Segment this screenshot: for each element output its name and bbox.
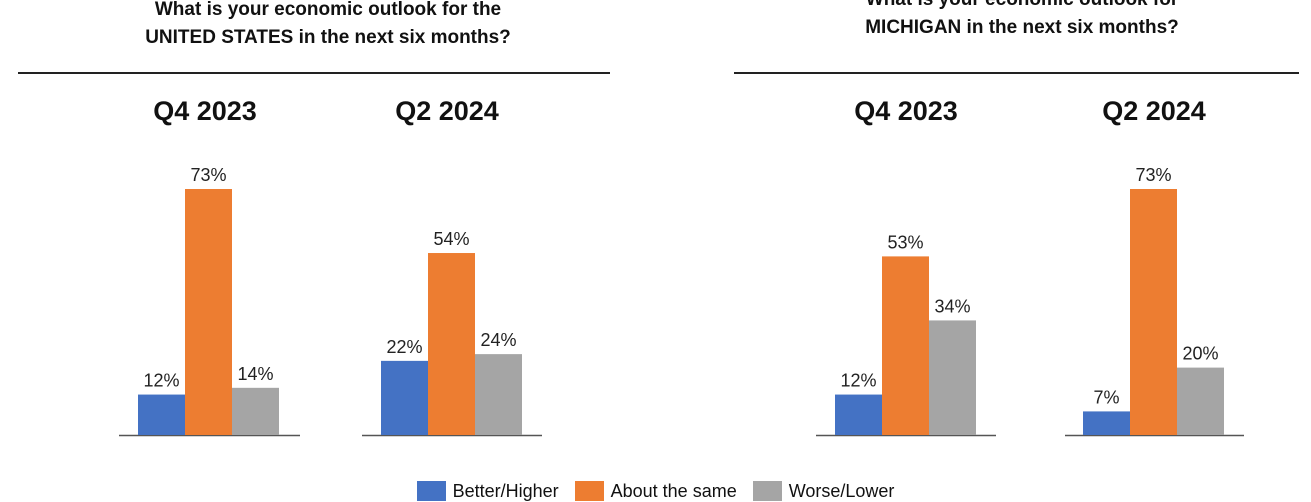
panel-title-us: What is your economic outlook for the UN… <box>18 0 638 52</box>
panel-title-us-line1: What is your economic outlook for the <box>154 0 502 20</box>
data-label-worse: 24% <box>480 330 516 350</box>
bar-worse <box>475 354 522 435</box>
category-label: Q4 2023 <box>153 96 257 126</box>
data-label-better: 22% <box>386 337 422 357</box>
legend-label-same: About the same <box>610 480 737 501</box>
legend: Better/Higher About the same Worse/Lower <box>0 480 1311 502</box>
legend-item-better: Better/Higher <box>416 480 559 502</box>
bar-same <box>185 189 232 435</box>
data-label-better: 7% <box>1093 387 1119 407</box>
title-divider-michigan <box>734 72 1299 74</box>
data-label-better: 12% <box>840 371 876 391</box>
data-label-same: 73% <box>190 165 226 185</box>
bar-same <box>1130 189 1177 435</box>
data-label-worse: 20% <box>1182 344 1218 364</box>
title-divider-us <box>18 72 610 74</box>
category-label: Q2 2024 <box>395 96 499 126</box>
bar-worse <box>929 320 976 435</box>
legend-label-better: Better/Higher <box>452 480 559 501</box>
data-label-worse: 34% <box>934 296 970 316</box>
data-label-better: 12% <box>143 371 179 391</box>
data-label-same: 73% <box>1135 165 1171 185</box>
data-label-worse: 14% <box>237 364 273 384</box>
bar-better <box>138 394 185 435</box>
data-label-same: 54% <box>433 229 469 249</box>
bar-worse <box>232 387 279 435</box>
bar-better <box>1083 411 1130 435</box>
category-label: Q2 2024 <box>1102 96 1206 126</box>
panel-title-michigan: What is your economic outlook for MICHIG… <box>712 0 1311 42</box>
bar-same <box>428 253 475 435</box>
bar-same <box>882 256 929 435</box>
legend-swatch-worse <box>752 481 782 501</box>
legend-swatch-better <box>416 481 446 501</box>
legend-swatch-same <box>574 481 604 501</box>
bar-worse <box>1177 367 1224 435</box>
legend-label-worse: Worse/Lower <box>788 480 895 501</box>
legend-item-same: About the same <box>574 480 737 502</box>
category-label: Q4 2023 <box>854 96 958 126</box>
panel-title-us-line2: UNITED STATES in the next six months? <box>145 27 511 48</box>
legend-item-worse: Worse/Lower <box>752 480 895 502</box>
data-label-same: 53% <box>887 232 923 252</box>
bar-better <box>835 394 882 435</box>
panel-title-michigan-line2: MICHIGAN in the next six months? <box>865 17 1179 38</box>
bar-better <box>381 360 428 435</box>
panel-title-michigan-line1: What is your economic outlook for <box>712 0 1311 14</box>
bar-charts: Q4 2023 12% 73% 14% Q2 2024 22% 54% 24% Q4 2023 1… <box>119 96 1244 437</box>
